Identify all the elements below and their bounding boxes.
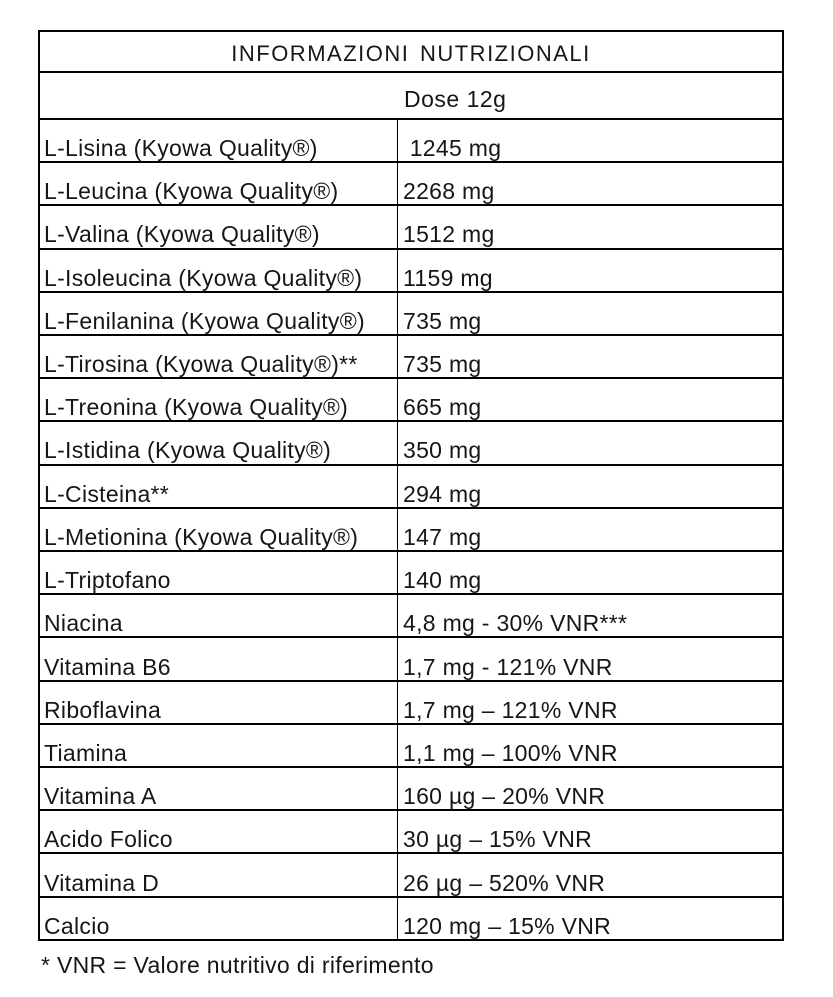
dose-header: Dose 12g bbox=[404, 86, 507, 112]
table-row: L-Lisina (Kyowa Quality®) 1245 mg bbox=[40, 120, 782, 164]
nutrient-value: 1,7 mg – 121% VNR bbox=[397, 681, 782, 723]
nutrient-label: L-Cisteina** bbox=[44, 480, 170, 507]
nutrient-label: Vitamina A bbox=[44, 783, 157, 810]
nutrient-value: 30 µg – 15% VNR bbox=[397, 811, 782, 853]
nutrient-label: L-Istidina (Kyowa Quality®) bbox=[44, 437, 332, 464]
nutrient-label: L-Fenilanina (Kyowa Quality®) bbox=[44, 307, 365, 334]
table-row: L-Tirosina (Kyowa Quality®)** 735 mg bbox=[40, 336, 782, 380]
nutrient-value: 294 mg bbox=[397, 465, 782, 507]
nutrient-value: 1512 mg bbox=[397, 206, 782, 248]
nutrient-label: Niacina bbox=[44, 610, 123, 637]
table-row: Niacina 4,8 mg - 30% VNR*** bbox=[40, 595, 782, 639]
nutrient-label: Vitamina B6 bbox=[44, 653, 171, 680]
table-row: Vitamina D 26 µg – 520% VNR bbox=[40, 854, 782, 898]
table-row: L-Treonina (Kyowa Quality®) 665 mg bbox=[40, 379, 782, 423]
nutrition-table: INFORMAZIONI NUTRIZIONALI Dose 12g L-Lis… bbox=[38, 30, 784, 941]
nutrient-label: L-Metionina (Kyowa Quality®) bbox=[44, 523, 359, 550]
table-title-row: INFORMAZIONI NUTRIZIONALI bbox=[40, 32, 782, 73]
table-rows-container: L-Lisina (Kyowa Quality®) 1245 mg L-Leuci… bbox=[40, 120, 782, 939]
nutrient-label: L-Isoleucina (Kyowa Quality®) bbox=[44, 264, 363, 291]
table-row: Riboflavina 1,7 mg – 121% VNR bbox=[40, 681, 782, 725]
nutrient-label: Riboflavina bbox=[44, 696, 162, 723]
table-row: Tiamina 1,1 mg – 100% VNR bbox=[40, 724, 782, 769]
nutrient-label: L-Treonina (Kyowa Quality®) bbox=[44, 394, 349, 421]
dose-header-row: Dose 12g bbox=[40, 73, 782, 120]
nutrient-label: Calcio bbox=[44, 912, 110, 939]
table-title: INFORMAZIONI NUTRIZIONALI bbox=[231, 41, 591, 66]
table-row: L-Valina (Kyowa Quality®) 1512 mg bbox=[40, 206, 782, 250]
nutrient-value: 350 mg bbox=[397, 422, 782, 464]
table-row: Acido Folico 30 µg – 15% VNR bbox=[40, 811, 782, 855]
nutrient-label: Acido Folico bbox=[44, 826, 173, 853]
nutrient-value: 665 mg bbox=[397, 379, 782, 421]
nutrient-label: Vitamina D bbox=[44, 869, 160, 896]
vnr-footnote: * VNR = Valore nutritivo di riferimento bbox=[41, 952, 434, 978]
nutrient-label: L-Valina (Kyowa Quality®) bbox=[44, 221, 320, 248]
nutrient-value: 1,7 mg - 121% VNR bbox=[397, 638, 782, 680]
table-row: L-Leucina (Kyowa Quality®) 2268 mg bbox=[40, 163, 782, 207]
nutrient-label: L-Lisina (Kyowa Quality®) bbox=[44, 135, 318, 162]
nutrient-value: 147 mg bbox=[397, 508, 782, 551]
table-row: L-Triptofano 140 mg bbox=[40, 552, 782, 596]
nutrient-label: Tiamina bbox=[44, 739, 128, 766]
table-row: Vitamina A 160 µg – 20% VNR bbox=[40, 768, 782, 812]
nutrient-label: L-Triptofano bbox=[44, 567, 171, 594]
table-row: Vitamina B6 1,7 mg - 121% VNR bbox=[40, 638, 782, 682]
nutrient-label: L-Leucina (Kyowa Quality®) bbox=[44, 178, 339, 205]
nutrient-label: L-Tirosina (Kyowa Quality®)** bbox=[44, 351, 358, 378]
nutrient-value: 1159 mg bbox=[397, 249, 782, 291]
table-row: L-Cisteina** 294 mg bbox=[40, 465, 782, 509]
table-row: Calcio 120 mg – 15% VNR bbox=[40, 897, 782, 939]
nutrient-value: 140 mg bbox=[397, 552, 782, 594]
nutrient-value: 2268 mg bbox=[397, 163, 782, 205]
nutrient-value: 4,8 mg - 30% VNR*** bbox=[397, 595, 782, 637]
table-row: L-Fenilanina (Kyowa Quality®) 735 mg bbox=[40, 292, 782, 337]
table-row: L-Isoleucina (Kyowa Quality®) 1159 mg bbox=[40, 249, 782, 293]
nutrient-value: 1,1 mg – 100% VNR bbox=[397, 724, 782, 767]
nutrient-value: 1245 mg bbox=[397, 120, 782, 162]
nutrient-value: 160 µg – 20% VNR bbox=[397, 768, 782, 810]
nutrient-value: 26 µg – 520% VNR bbox=[397, 854, 782, 896]
table-row: L-Istidina (Kyowa Quality®) 350 mg bbox=[40, 422, 782, 466]
nutrient-value: 735 mg bbox=[397, 292, 782, 335]
table-row: L-Metionina (Kyowa Quality®) 147 mg bbox=[40, 508, 782, 553]
nutrient-value: 735 mg bbox=[397, 336, 782, 378]
nutrient-value: 120 mg – 15% VNR bbox=[397, 897, 782, 939]
